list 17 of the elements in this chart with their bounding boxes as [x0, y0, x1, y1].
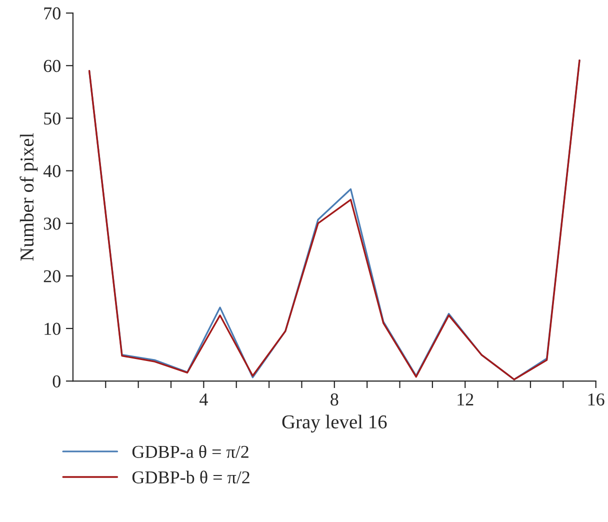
x-tick-label: 16 — [588, 393, 604, 406]
y-tick-label: 40 — [43, 165, 60, 178]
y-tick-label: 0 — [52, 375, 60, 388]
x-tick-label: 8 — [330, 393, 338, 406]
y-tick-label: 20 — [44, 270, 60, 282]
y-tick-label: 60 — [44, 60, 60, 72]
y-tick-label: 50 — [44, 112, 60, 125]
legend-label: GDBP-b θ = π/2 — [132, 470, 250, 484]
x-axis-title: Gray level 16 — [282, 414, 387, 432]
y-tick-label: 10 — [44, 322, 60, 335]
x-tick-label: 12 — [458, 393, 474, 406]
line-series — [88, 60, 580, 380]
y-tick-label: 70 — [44, 7, 60, 20]
y-axis-title: Number of pixel — [20, 133, 38, 261]
legend-label: GDBP-a θ = π/2 — [132, 445, 248, 458]
y-tick-label: 30 — [44, 218, 60, 230]
x-tick-label: 4 — [200, 394, 208, 406]
